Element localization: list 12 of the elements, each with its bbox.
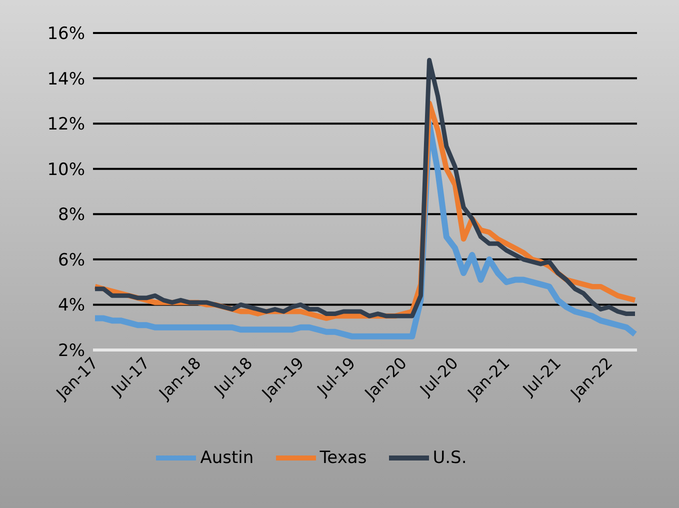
y-tick-label: 8%	[58, 205, 85, 226]
y-tick-label: 2%	[58, 341, 85, 362]
legend-label: U.S.	[432, 448, 467, 468]
line-series	[92, 58, 638, 318]
y-tick-label: 10%	[47, 160, 85, 180]
y-tick-label: 4%	[58, 296, 85, 316]
y-tick-label: 16%	[47, 24, 85, 44]
y-tick-label: 12%	[47, 114, 85, 135]
legend-label: Texas	[320, 448, 367, 468]
legend-label: Austin	[200, 448, 254, 468]
y-tick-label: 6%	[58, 250, 85, 270]
y-tick-label: 14%	[47, 69, 85, 90]
